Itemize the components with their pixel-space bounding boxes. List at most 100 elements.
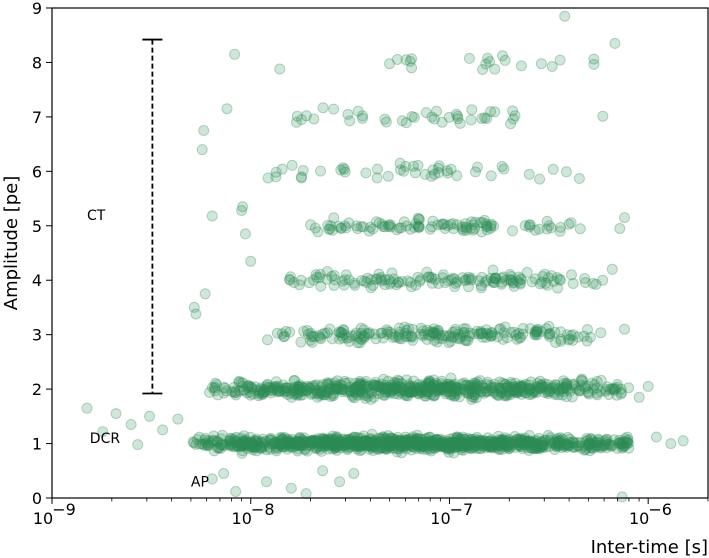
data-point <box>374 442 386 454</box>
data-point <box>559 10 571 22</box>
data-point <box>584 331 596 343</box>
data-point <box>401 435 413 447</box>
data-point <box>411 443 423 455</box>
data-point <box>237 440 249 452</box>
y-tick-label: 9 <box>32 0 42 18</box>
data-point <box>425 437 437 449</box>
y-tick-label: 5 <box>32 217 42 236</box>
data-point <box>347 436 359 448</box>
data-point <box>552 435 564 447</box>
data-point <box>381 440 393 452</box>
data-point <box>618 440 630 452</box>
data-point <box>496 444 508 455</box>
data-point <box>452 437 464 448</box>
data-point <box>492 437 504 449</box>
data-point <box>537 442 549 454</box>
data-point <box>245 436 257 448</box>
data-point <box>215 442 227 454</box>
data-point <box>322 440 334 452</box>
data-point <box>516 441 527 453</box>
data-point <box>521 441 533 453</box>
data-point <box>522 435 534 447</box>
y-tick-label: 1 <box>32 435 42 454</box>
data-point <box>292 443 304 455</box>
data-point <box>396 115 408 127</box>
data-point <box>236 437 247 449</box>
data-point <box>517 434 529 446</box>
data-point <box>381 443 393 455</box>
data-point <box>391 436 403 448</box>
data-point <box>493 430 504 442</box>
data-point <box>621 431 633 443</box>
data-point <box>480 442 492 454</box>
data-point <box>302 437 314 448</box>
data-point <box>367 437 379 449</box>
data-point <box>294 437 306 449</box>
data-point <box>282 438 294 450</box>
y-tick-label: 7 <box>32 108 42 127</box>
data-point <box>388 433 399 445</box>
data-point <box>514 440 525 452</box>
data-point <box>505 326 517 338</box>
data-point <box>491 438 503 450</box>
data-point <box>445 438 457 450</box>
data-point <box>614 223 626 234</box>
data-point <box>326 443 338 455</box>
data-point <box>348 431 360 443</box>
data-point <box>320 435 332 447</box>
data-point <box>239 228 251 240</box>
data-point <box>513 433 525 445</box>
data-point <box>287 438 299 450</box>
data-point <box>366 439 378 451</box>
data-point <box>345 434 357 446</box>
data-point <box>413 438 425 450</box>
data-point <box>382 434 394 446</box>
data-point <box>426 272 438 284</box>
data-point <box>172 413 184 425</box>
data-point <box>317 433 329 445</box>
data-point <box>237 441 248 452</box>
data-point <box>489 277 501 288</box>
data-point <box>398 442 410 453</box>
data-point <box>224 435 236 447</box>
data-point <box>406 440 418 452</box>
x-tick-exponent: −8 <box>251 500 275 519</box>
data-point <box>417 440 429 452</box>
data-point <box>359 439 371 450</box>
data-point <box>558 440 570 452</box>
data-point <box>544 434 556 446</box>
data-point <box>514 437 526 449</box>
data-point <box>496 437 508 449</box>
data-point <box>262 172 274 184</box>
data-point <box>585 433 597 445</box>
data-point <box>281 437 293 449</box>
data-point <box>443 446 455 458</box>
data-point <box>579 440 591 452</box>
data-point <box>296 114 307 126</box>
data-point <box>322 443 334 455</box>
data-point <box>402 437 414 448</box>
data-point <box>482 439 494 451</box>
data-point <box>391 438 403 450</box>
data-point <box>225 438 237 450</box>
data-point <box>448 440 459 451</box>
data-point <box>482 432 494 444</box>
data-point <box>249 440 261 452</box>
data-point <box>575 374 587 386</box>
data-point <box>517 436 529 448</box>
data-point <box>279 439 291 450</box>
data-point <box>461 440 473 452</box>
data-point <box>574 437 586 449</box>
data-point <box>404 223 416 235</box>
data-point <box>426 437 438 449</box>
data-point <box>248 441 260 453</box>
data-point <box>483 436 495 447</box>
data-point <box>438 440 450 451</box>
data-point <box>234 437 246 449</box>
data-point <box>580 435 592 447</box>
data-point <box>342 433 354 445</box>
data-point <box>397 436 409 447</box>
data-point <box>240 439 252 451</box>
data-point <box>457 431 469 443</box>
data-point <box>552 282 564 294</box>
